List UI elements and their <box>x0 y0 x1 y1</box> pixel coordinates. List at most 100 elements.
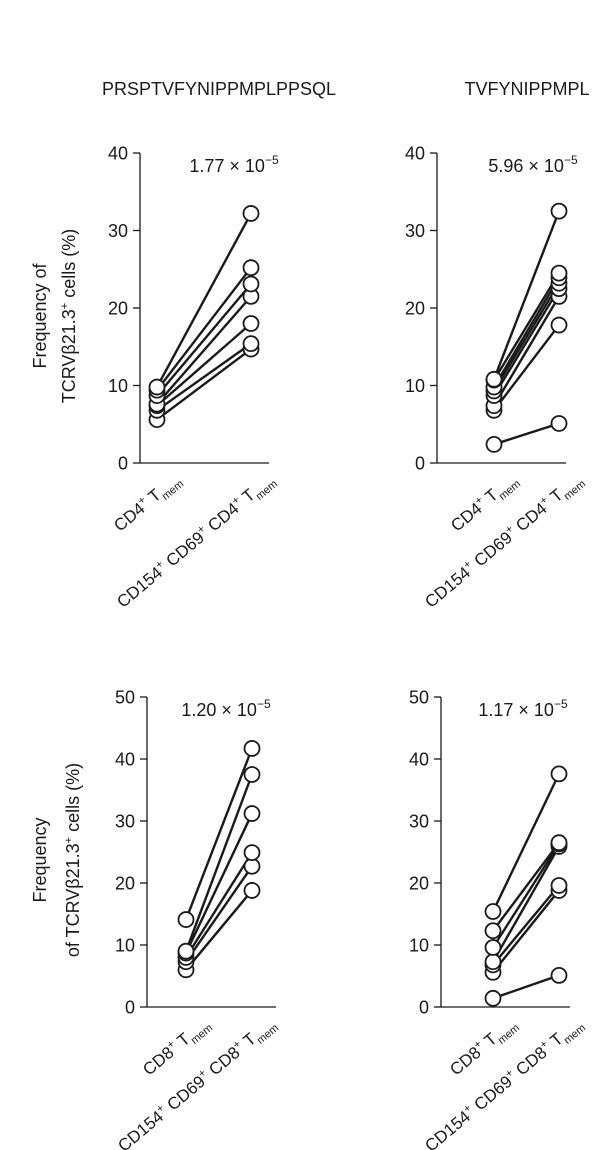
y-label-prefix: of TCRVβ21.3 <box>63 843 83 957</box>
data-point-tmem <box>484 939 502 956</box>
data-point-cd154 <box>550 316 568 334</box>
pair-line <box>492 282 561 392</box>
data-point-tmem <box>177 942 195 960</box>
cat-sub: mem <box>496 1022 522 1047</box>
p-value-label: 1.77 × 10−5 <box>189 153 279 176</box>
y-axis-label-line2: TCRVβ21.3+ cells (%) <box>59 229 79 404</box>
data-point-cd154 <box>242 275 260 293</box>
y-tick-label: 10 <box>405 376 425 396</box>
y-tick-label: 20 <box>405 299 425 319</box>
pair-line <box>156 348 252 421</box>
cat-sub: mem <box>562 478 588 503</box>
y-tick-label: 20 <box>409 874 429 894</box>
pair-line <box>155 212 253 388</box>
chart-panel-1: PRSPTVFYNIPPMPLPPSQL 1.77 × 10−5 0 10 20 30 40… <box>30 79 336 615</box>
y-tick-label: 30 <box>405 221 425 241</box>
data-point-tmem <box>484 922 502 940</box>
pair-line <box>492 974 560 1000</box>
y-tick-label: 0 <box>415 454 425 474</box>
x-category-label-1: CD4+ Tmem <box>110 469 186 539</box>
pair-line <box>492 277 561 388</box>
p-value-label: 1.20 × 10−5 <box>181 697 271 720</box>
pair-line <box>491 843 561 949</box>
data-point-cd154 <box>550 264 568 282</box>
pair-line <box>492 272 561 381</box>
data-point-cd154 <box>242 315 260 332</box>
pair-line <box>156 295 252 405</box>
pair-line <box>492 889 560 974</box>
p-value-exponent: −5 <box>564 153 578 167</box>
data-point-tmem <box>485 370 503 388</box>
pair-line <box>492 884 560 966</box>
data-points <box>485 202 568 453</box>
y-tick-label: 10 <box>108 376 128 396</box>
cat-sub: mem <box>562 1022 588 1047</box>
data-point-cd154 <box>243 882 261 899</box>
pair-lines <box>492 210 561 446</box>
y-tick-label: 0 <box>118 454 128 474</box>
p-value-exponent: −5 <box>554 697 568 711</box>
data-point-cd154 <box>550 415 568 432</box>
y-tick-label: 30 <box>108 221 128 241</box>
p-value-mantissa: 1.17 × 10 <box>478 700 554 720</box>
y-label-sup: + <box>59 303 71 309</box>
p-value-label: 5.96 × 10−5 <box>488 153 578 176</box>
data-points <box>148 205 260 429</box>
pair-line <box>156 283 252 397</box>
pair-line <box>156 322 252 407</box>
y-label-suffix: cells (%) <box>59 229 79 303</box>
pair-line <box>491 845 561 963</box>
y-tick-label: 10 <box>115 936 135 956</box>
p-value-mantissa: 1.77 × 10 <box>189 156 265 176</box>
y-tick-label: 40 <box>409 750 429 770</box>
p-value-exponent: −5 <box>257 697 271 711</box>
data-points <box>484 765 568 1007</box>
data-point-tmem <box>484 953 502 971</box>
pair-lines <box>155 212 253 421</box>
y-tick-label: 30 <box>409 812 429 832</box>
pair-line <box>156 266 252 391</box>
pair-line <box>492 288 561 397</box>
p-value-mantissa: 1.20 × 10 <box>181 700 257 720</box>
data-point-tmem <box>148 378 166 396</box>
x-category-label-2: CD154+ CD69+ CD4+ Tmem <box>113 469 280 615</box>
chart-panel-3: 1.20 × 10−5 0 10 20 30 40 50 Frequency of TCRVβ2… <box>30 688 281 1150</box>
y-axis-label-line1: Frequency of <box>30 262 50 368</box>
pair-line <box>156 342 252 412</box>
cat-sub: mem <box>497 478 523 503</box>
data-point-cd154 <box>243 805 261 822</box>
y-tick-label: 40 <box>108 144 128 164</box>
y-tick-label: 50 <box>409 688 429 708</box>
p-value-mantissa: 5.96 × 10 <box>488 156 564 176</box>
y-label-suffix: cells (%) <box>63 763 83 837</box>
pair-line <box>184 748 254 921</box>
pair-line <box>185 865 253 963</box>
pair-line <box>184 774 254 952</box>
data-point-tmem <box>484 903 502 920</box>
pair-line <box>491 773 561 913</box>
cat-sub: mem <box>160 478 186 503</box>
cat-base: CD154 <box>113 563 166 612</box>
chart-title: PRSPTVFYNIPPMPLPPSQL <box>102 79 336 99</box>
data-point-cd154 <box>550 966 568 984</box>
data-point-cd154 <box>243 740 261 757</box>
data-point-cd154 <box>550 202 568 220</box>
pair-line <box>492 210 561 380</box>
data-points <box>177 740 261 979</box>
y-tick-label: 50 <box>115 688 135 708</box>
data-point-cd154 <box>243 844 261 862</box>
data-point-cd154 <box>242 205 260 222</box>
chart-title: TVFYNIPPMPL <box>464 79 589 99</box>
data-point-cd154 <box>550 877 568 894</box>
y-tick-label: 40 <box>405 144 425 164</box>
data-point-cd154 <box>550 765 568 783</box>
cat-sub: mem <box>254 478 280 503</box>
y-label-sup: + <box>63 837 75 843</box>
data-point-cd154 <box>550 834 568 852</box>
y-tick-label: 20 <box>108 299 128 319</box>
y-tick-label: 10 <box>409 936 429 956</box>
p-value-exponent: −5 <box>265 153 279 167</box>
